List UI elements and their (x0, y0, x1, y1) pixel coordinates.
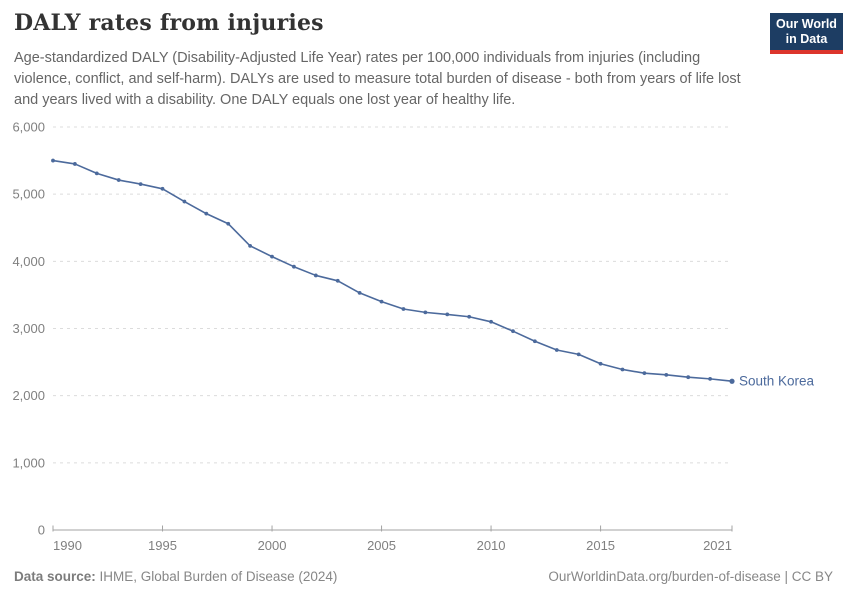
data-point (686, 375, 691, 380)
y-axis-tick-label: 4,000 (12, 254, 45, 269)
x-axis-tick-label: 1995 (148, 538, 177, 553)
data-point (204, 211, 209, 216)
data-source: Data source: IHME, Global Burden of Dise… (14, 569, 337, 584)
data-point (620, 367, 625, 372)
series-label: South Korea (739, 374, 815, 389)
data-source-text: IHME, Global Burden of Disease (2024) (95, 569, 338, 584)
data-point (489, 319, 493, 324)
chart-title: DALY rates from injuries (14, 10, 324, 36)
data-point (554, 348, 559, 352)
data-point (335, 278, 340, 283)
data-point (292, 264, 296, 269)
y-axis-tick-label: 2,000 (12, 388, 45, 403)
y-axis-tick-label: 0 (38, 523, 45, 538)
data-point (511, 329, 515, 334)
x-axis-tick-label: 2010 (477, 538, 506, 553)
data-point (467, 314, 472, 319)
data-point (51, 158, 55, 163)
data-point (182, 199, 187, 204)
data-point (248, 243, 253, 248)
data-point (423, 310, 428, 315)
data-point (401, 307, 406, 311)
data-point (664, 372, 669, 377)
x-axis-tick-label: 2021 (703, 538, 732, 553)
data-point (598, 361, 603, 366)
owid-logo[interactable]: Our World in Data (770, 13, 843, 54)
data-point (576, 352, 581, 357)
data-point (116, 178, 121, 182)
x-axis-tick-label: 1990 (53, 538, 82, 553)
data-point (270, 254, 274, 259)
owid-logo-line2: in Data (785, 32, 828, 46)
y-axis-tick-label: 5,000 (12, 187, 45, 202)
data-point (642, 371, 647, 376)
data-point (160, 186, 165, 191)
data-point (357, 291, 362, 295)
data-point (708, 376, 712, 381)
data-point (94, 171, 99, 176)
data-point (73, 162, 77, 166)
x-axis-tick-label: 2000 (258, 538, 287, 553)
data-point (379, 299, 384, 304)
footer-link[interactable]: OurWorldinData.org/burden-of-disease | C… (548, 569, 833, 584)
data-point (729, 378, 735, 384)
x-axis-tick-label: 2005 (367, 538, 396, 553)
data-point (532, 339, 537, 344)
line-chart: 0 1,000 2,000 3,000 4,000 5,000 6,000 1990 1995 2… (12, 120, 815, 554)
y-axis-tick-label: 3,000 (12, 321, 45, 336)
x-axis-tick-label: 2015 (586, 538, 615, 553)
data-point (138, 182, 143, 186)
line-south-korea (52, 159, 733, 383)
chart-subtitle: Age-standardized DALY (Disability-Adjust… (14, 50, 741, 108)
data-point (445, 312, 450, 317)
data-point (226, 221, 231, 226)
y-axis-tick-label: 1,000 (12, 455, 45, 470)
data-source-label: Data source: (14, 569, 96, 584)
data-point (313, 273, 318, 278)
owid-logo-line1: Our World (776, 17, 837, 31)
y-axis-tick-label: 6,000 (12, 120, 45, 135)
